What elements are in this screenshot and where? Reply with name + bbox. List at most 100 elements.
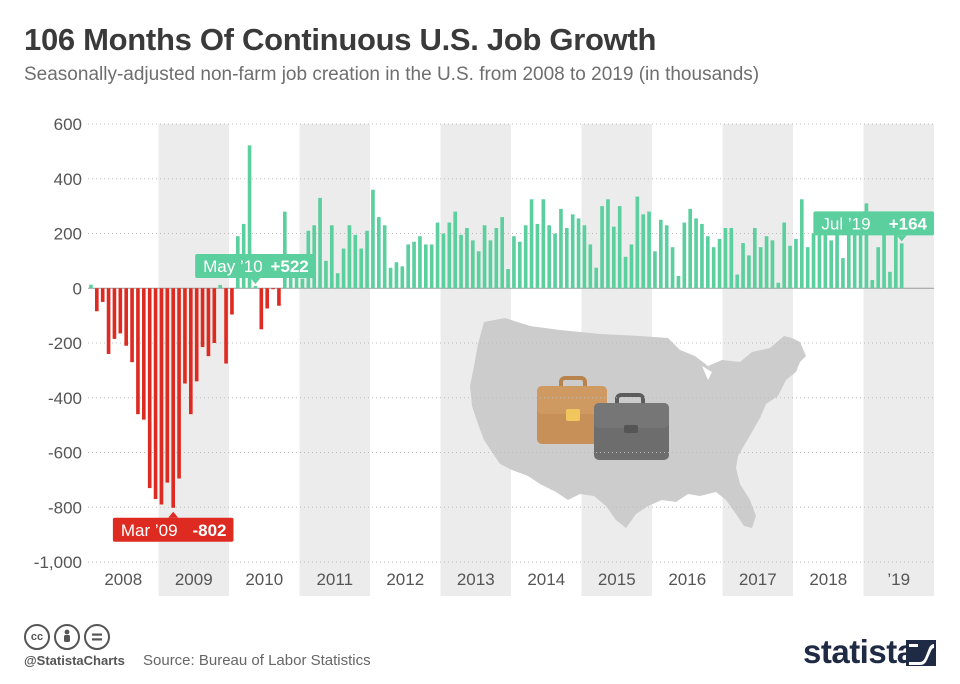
bar (159, 288, 164, 505)
statista-logo-text[interactable]: statista (803, 633, 915, 670)
bar (741, 243, 745, 289)
bar (858, 225, 863, 289)
bar (100, 288, 105, 302)
x-tick-label: 2014 (527, 570, 565, 589)
year-band (299, 124, 370, 596)
annotation-box (813, 211, 934, 236)
y-tick-label: -200 (48, 334, 82, 353)
bar (776, 282, 781, 289)
bar (153, 288, 158, 500)
annotation-callout: Mar ’09 -802 (112, 511, 234, 542)
x-tick-label: ’19 (887, 570, 910, 589)
bar (470, 240, 475, 289)
bar (788, 245, 792, 289)
bar (882, 229, 886, 289)
x-tick-label: 2017 (739, 570, 777, 589)
annotation-label: May ’10 (203, 257, 263, 276)
bar (359, 248, 364, 289)
bar (835, 212, 839, 289)
bar (282, 211, 287, 289)
bar (564, 228, 569, 289)
y-tick-label: -1,000 (34, 553, 82, 572)
y-tick-label: 200 (54, 225, 82, 244)
bar (188, 288, 193, 415)
bar (670, 247, 675, 289)
bar (394, 262, 399, 289)
bar (506, 269, 510, 289)
bar (870, 280, 875, 289)
annotations: May ’10 +522 Mar ’09 -802 Jul ’19 +164 (112, 211, 934, 542)
x-tick-label: 2011 (316, 570, 353, 589)
bar (165, 288, 170, 483)
bar (799, 199, 804, 289)
bar (400, 266, 405, 289)
x-tick-label: 2015 (598, 570, 636, 589)
bar (476, 251, 481, 289)
bar (723, 228, 728, 289)
bar (899, 243, 904, 289)
bar (230, 288, 234, 315)
bar (541, 199, 546, 289)
bar (829, 240, 834, 289)
bar (576, 218, 581, 289)
bar (606, 199, 610, 289)
bar (523, 225, 528, 289)
bar (371, 189, 375, 289)
x-tick-label: 2009 (175, 570, 213, 589)
creative-commons-icon: cc (24, 624, 50, 650)
bar (852, 233, 857, 289)
bar (588, 244, 593, 289)
y-tick-label: 0 (73, 279, 82, 298)
no-derivatives-icon (84, 624, 110, 650)
bar (218, 284, 223, 289)
bar (453, 211, 458, 289)
bar (535, 223, 540, 289)
bar (570, 214, 575, 289)
bar (658, 219, 663, 289)
bar (682, 222, 687, 289)
bar (147, 288, 152, 489)
statista-logo-icon (906, 640, 936, 666)
bar (324, 260, 328, 289)
y-axis-ticks: 600 400 200 0 -200 -400 -600 -800 -1,000 (34, 115, 82, 572)
bar (529, 199, 534, 289)
bar (582, 225, 587, 289)
bar (435, 222, 440, 289)
source-note: Source: Bureau of Labor Statistics (143, 652, 371, 669)
bar (423, 244, 428, 289)
bar (805, 247, 810, 289)
bar (664, 225, 669, 289)
bar (335, 273, 340, 289)
bar (212, 288, 217, 343)
bar (559, 208, 563, 289)
x-tick-label: 2012 (386, 570, 424, 589)
bar (459, 234, 463, 289)
y-tick-label: 600 (54, 115, 82, 134)
bar (441, 233, 446, 289)
bar (177, 288, 181, 479)
bar (846, 211, 851, 289)
bar (782, 222, 787, 289)
bar (553, 233, 557, 289)
license-icons: cc (24, 624, 110, 650)
x-tick-label: 2008 (104, 570, 142, 589)
bar (194, 288, 199, 382)
x-tick-label: 2016 (668, 570, 706, 589)
bar (418, 236, 422, 289)
bar (512, 236, 516, 289)
bar (253, 286, 258, 289)
annotation-label: Jul ’19 (821, 214, 870, 233)
bar (694, 218, 698, 289)
grid-lines (88, 123, 934, 563)
bar (764, 236, 769, 289)
x-tick-label: 2010 (245, 570, 283, 589)
chart-subtitle: Seasonally-adjusted non-farm job creatio… (24, 64, 760, 85)
bar (412, 241, 416, 289)
year-band (863, 124, 934, 596)
bar (265, 288, 270, 309)
bar (106, 288, 111, 354)
briefcase-gray-icon (594, 393, 669, 460)
bar (429, 244, 434, 289)
bar (406, 244, 411, 289)
